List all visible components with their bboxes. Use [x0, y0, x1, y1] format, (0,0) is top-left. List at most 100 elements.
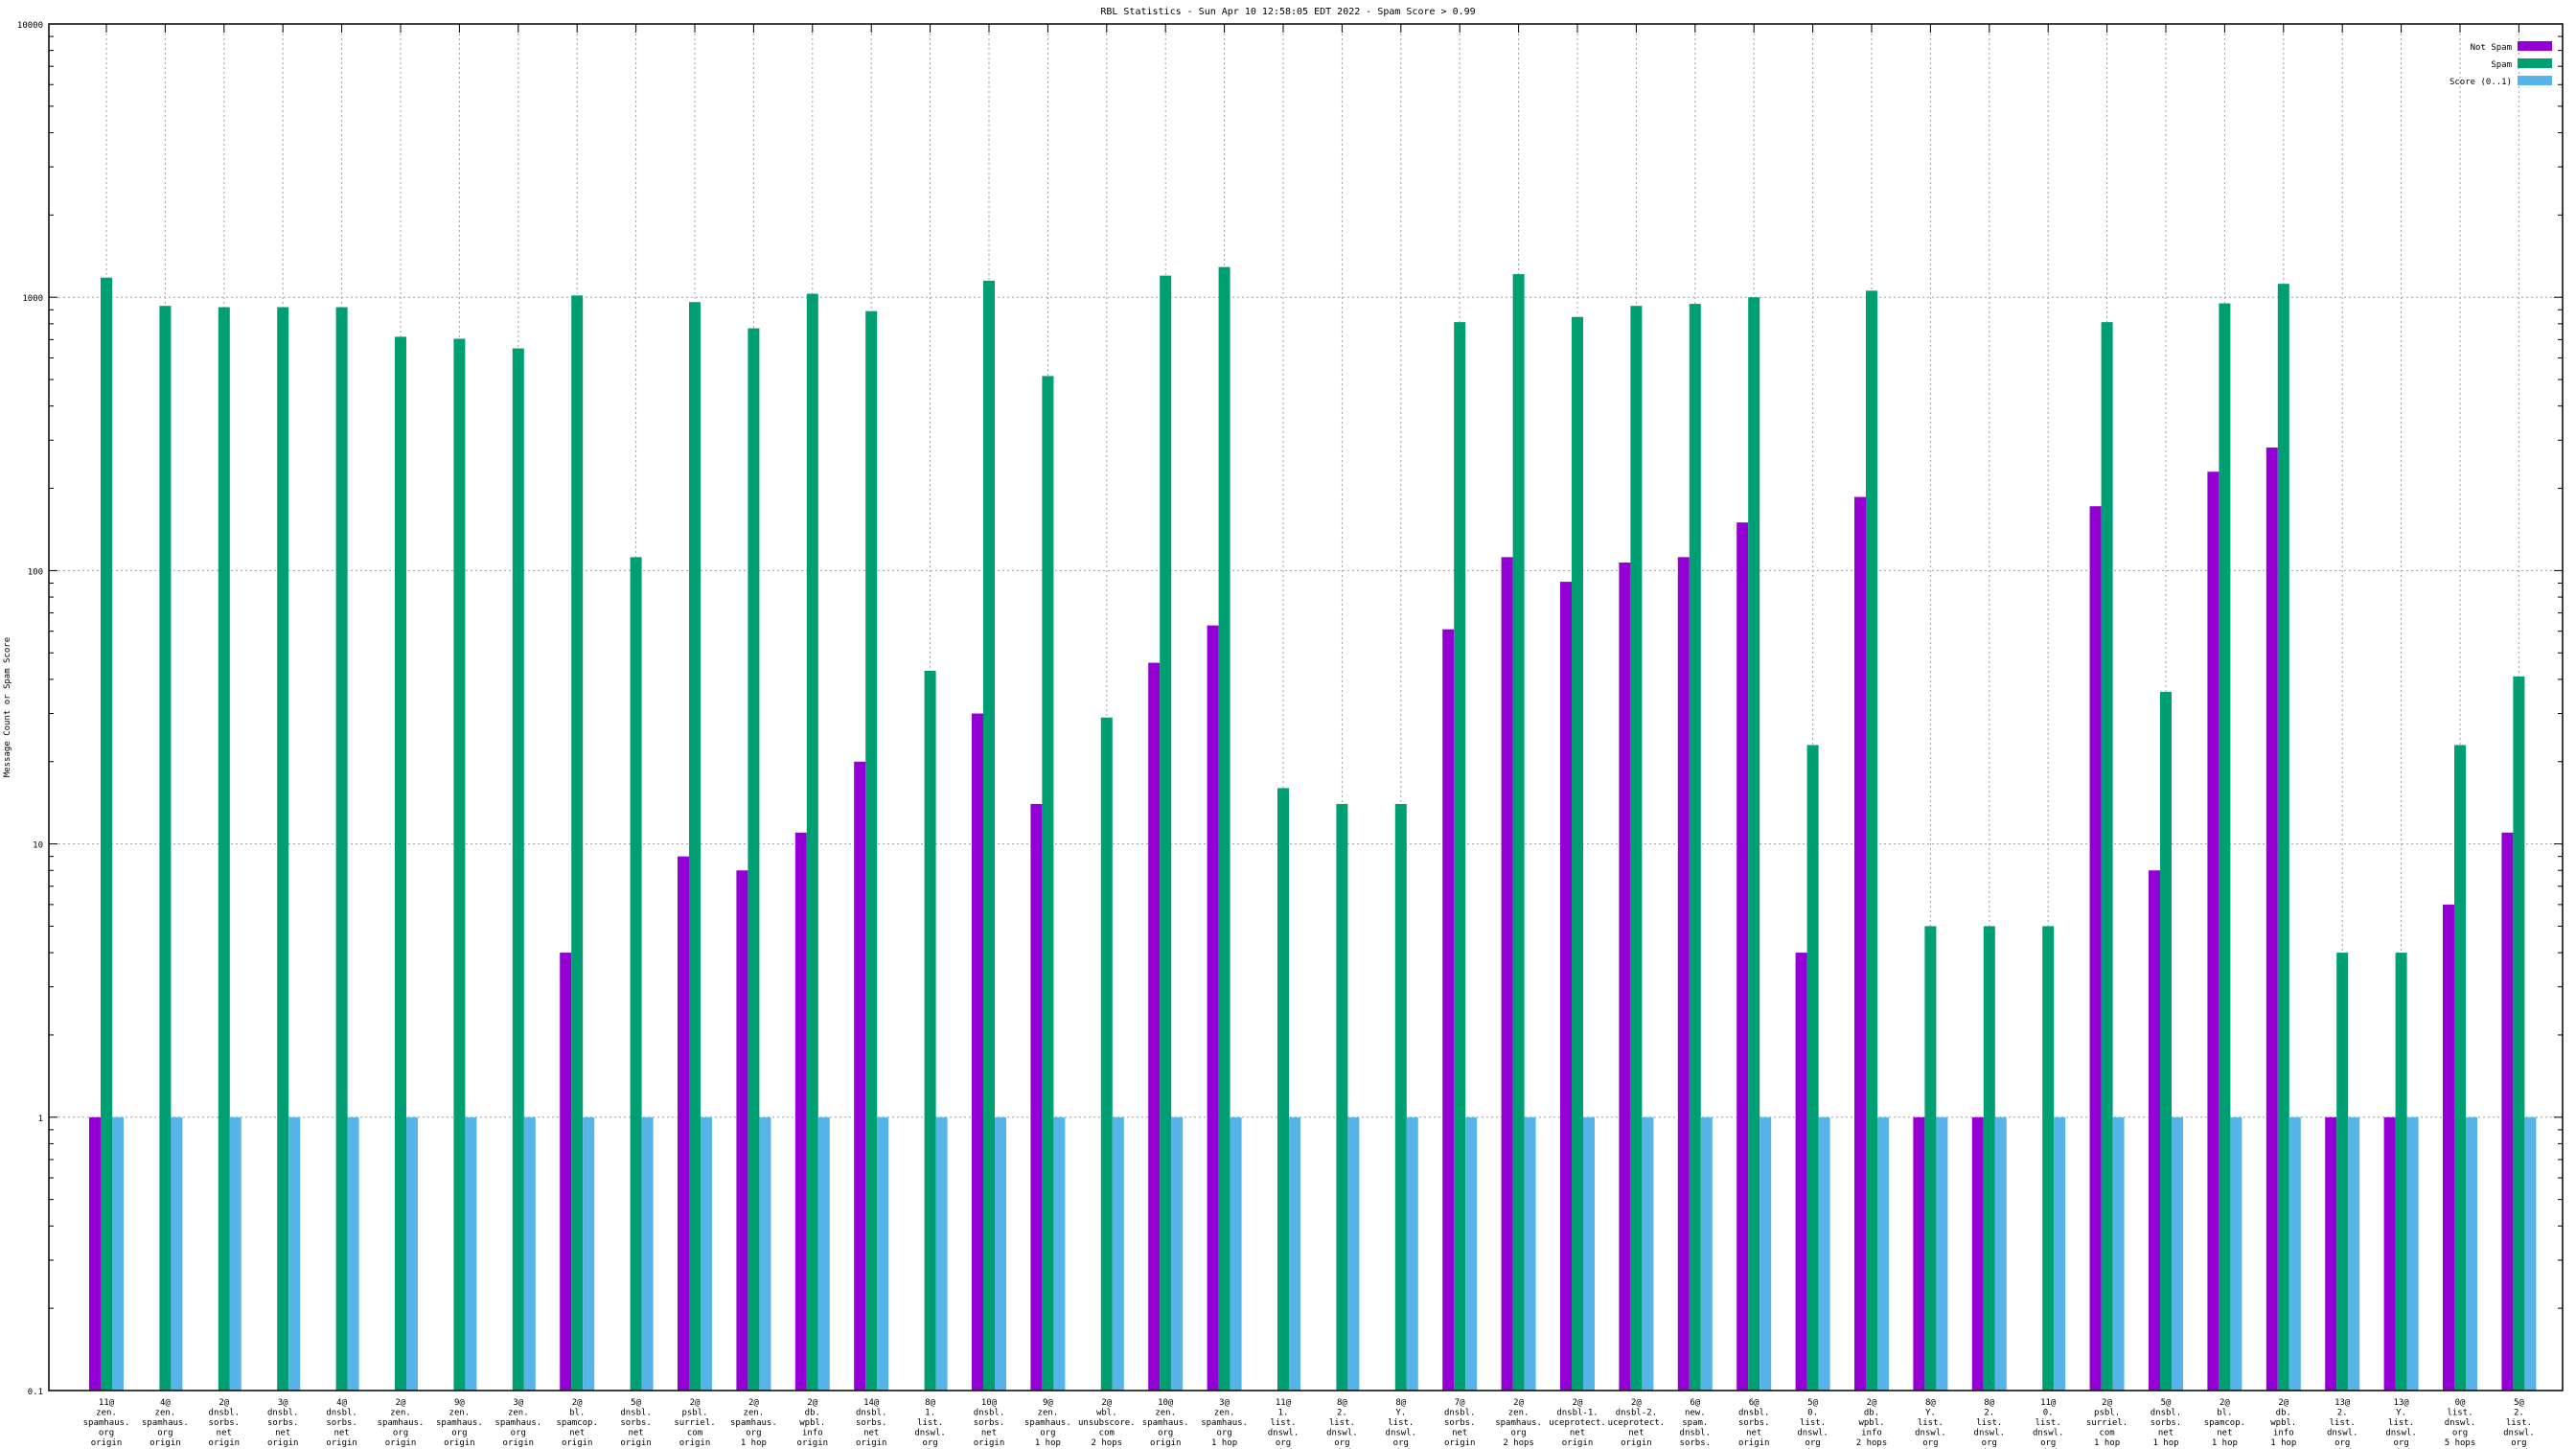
bar-not-spam: [1854, 496, 1866, 1391]
x-tick-label-line: com: [1099, 1429, 1115, 1438]
x-tick-label-line: 0.: [1807, 1409, 1818, 1418]
x-tick-label-line: org: [1510, 1429, 1526, 1438]
x-tick-label-line: 6@: [1749, 1398, 1760, 1408]
x-tick-label: 3@ dnsbl. sorbs. net origin: [267, 1398, 299, 1448]
bar-score: [817, 1116, 830, 1391]
x-tick-label: 2@ zen. spamhaus. org 2 hops: [1495, 1398, 1542, 1448]
bar-not-spam: [2383, 1116, 2396, 1391]
bar-score: [995, 1116, 1006, 1391]
x-tick-label: 4@ dnsbl. sorbs. net origin: [326, 1398, 357, 1448]
x-tick-label-line: origin: [1444, 1438, 1476, 1448]
x-tick-label-line: 14@: [863, 1398, 880, 1408]
x-tick-label-line: org: [1393, 1438, 1409, 1448]
x-tick-label-line: zen.: [1038, 1409, 1059, 1418]
bar-score: [2348, 1116, 2360, 1391]
x-tick-label-line: sorbs.: [326, 1418, 357, 1428]
bar-score: [288, 1116, 301, 1391]
x-tick-label-line: sorbs.: [856, 1418, 887, 1428]
x-tick-label-line: net: [275, 1429, 290, 1438]
x-tick-label-line: spamhaus.: [730, 1418, 777, 1428]
x-tick-label-line: list.: [2447, 1409, 2472, 1418]
x-tick-label-line: origin: [91, 1438, 123, 1448]
bar-spam: [1277, 788, 1289, 1391]
x-tick-label-line: sorbs.: [1444, 1418, 1476, 1428]
x-tick-label-line: dnsbl.: [209, 1409, 241, 1418]
x-tick-label: 5@ dnsbl. sorbs. net 1 hop: [2150, 1398, 2182, 1448]
x-tick-label-line: 2@: [1513, 1398, 1524, 1408]
x-tick-label-line: new.: [1685, 1409, 1706, 1418]
bar-score: [1465, 1116, 1478, 1391]
x-tick-label: 14@ dnsbl. sorbs. net origin: [856, 1398, 887, 1448]
bar-score: [2524, 1116, 2537, 1391]
bar-spam: [2277, 284, 2289, 1391]
bar-not-spam: [560, 953, 572, 1391]
x-tick-label-line: wpbl.: [799, 1418, 825, 1428]
x-tick-label-line: list.: [2506, 1418, 2532, 1428]
x-tick-label: 2@ db. wpbl. info 2 hops: [1856, 1398, 1888, 1448]
x-tick-label-line: 2.: [2337, 1409, 2348, 1418]
x-tick-label-line: 2.: [1984, 1409, 1994, 1418]
x-tick-label-line: net: [1628, 1429, 1644, 1438]
bar-score: [2406, 1116, 2419, 1391]
bar-not-spam: [972, 713, 983, 1391]
bar-spam: [1866, 290, 1877, 1392]
x-tick-label-line: origin: [503, 1438, 535, 1448]
bar-score: [406, 1116, 418, 1391]
x-tick-label-line: dnswl.: [2503, 1429, 2535, 1438]
x-tick-label-line: dnswl.: [2445, 1418, 2476, 1428]
x-tick-label: 2@ db. wpbl. info 1 hop: [2270, 1398, 2296, 1448]
bar-spam: [571, 295, 584, 1391]
x-tick-label-line: list.: [1918, 1418, 1944, 1428]
x-tick-label-line: origin: [444, 1438, 475, 1448]
bar-score: [1642, 1116, 1654, 1391]
x-tick-label-line: db.: [1864, 1409, 1879, 1418]
legend-label: Not Spam: [2471, 43, 2512, 53]
x-tick-label-line: dnsbl.: [326, 1409, 357, 1418]
bar-not-spam: [2325, 1116, 2337, 1391]
x-tick-label-line: 2@: [2220, 1398, 2230, 1408]
chart-title: RBL Statistics - Sun Apr 10 12:58:05 EDT…: [1100, 7, 1475, 17]
x-tick-label-line: net: [334, 1429, 349, 1438]
bar-score: [1053, 1116, 1066, 1391]
x-tick-label-line: 2@: [2102, 1398, 2112, 1408]
x-tick-label-line: 1 hop: [2212, 1438, 2238, 1448]
bar-score: [1877, 1116, 1889, 1391]
x-tick-label: 2@ zen. spamhaus. org 1 hop: [730, 1398, 777, 1448]
bar-not-spam: [794, 832, 807, 1391]
x-tick-label: 11@ zen. spamhaus. org origin: [83, 1398, 130, 1448]
x-tick-label-line: psbl.: [681, 1409, 707, 1418]
bar-spam: [101, 277, 112, 1392]
x-tick-label-line: info: [2273, 1429, 2294, 1438]
bar-spam: [1630, 306, 1643, 1391]
x-tick-label-line: bl.: [2217, 1409, 2232, 1418]
x-tick-label-line: wpbl.: [2270, 1418, 2296, 1428]
bar-score: [1700, 1116, 1713, 1391]
bar-spam: [1572, 316, 1583, 1392]
bar-spam: [1336, 803, 1348, 1391]
x-tick-label-line: org: [1040, 1429, 1055, 1438]
x-tick-label-line: origin: [1562, 1438, 1594, 1448]
x-tick-label-line: list.: [2036, 1418, 2061, 1428]
x-tick-label-line: spamhaus.: [1142, 1418, 1189, 1428]
x-tick-label-line: 13@: [2393, 1398, 2409, 1408]
x-tick-label-line: org: [2452, 1429, 2468, 1438]
x-tick-label-line: 8@: [1395, 1398, 1406, 1408]
x-tick-label-line: spamcop.: [557, 1418, 598, 1428]
x-tick-label-line: wbl.: [1096, 1409, 1117, 1418]
x-tick-label-line: 1 hop: [1211, 1438, 1237, 1448]
bar-score: [1230, 1116, 1242, 1391]
x-tick-label-line: zen.: [1508, 1409, 1530, 1418]
x-tick-label-line: zen.: [744, 1409, 765, 1418]
bar-not-spam: [736, 870, 748, 1391]
x-tick-label-line: com: [2099, 1429, 2114, 1438]
x-tick-label: 2@ wbl. unsubscore. com 2 hops: [1078, 1398, 1136, 1448]
x-tick-label-line: 5@: [1807, 1398, 1818, 1408]
x-tick-label-line: zen.: [1155, 1409, 1176, 1418]
x-tick-label-line: org: [922, 1438, 937, 1448]
bar-spam: [748, 328, 760, 1391]
bar-spam: [1394, 803, 1407, 1391]
bar-spam: [2454, 745, 2466, 1391]
